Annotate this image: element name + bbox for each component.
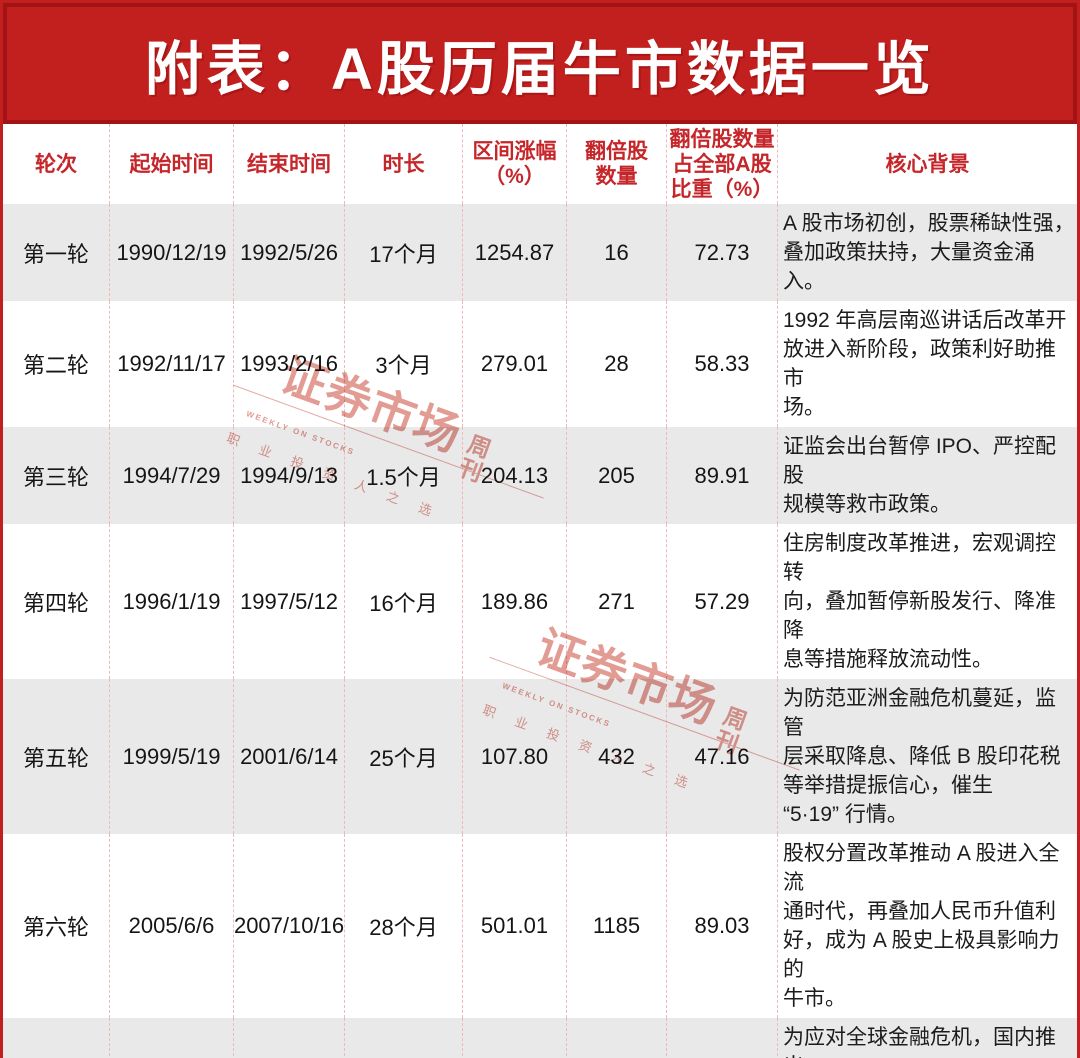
cell-double-count: 205	[566, 427, 666, 524]
cell-double-count: 1185	[566, 834, 666, 1018]
cell-end: 2001/6/14	[233, 679, 344, 834]
cell-round: 第二轮	[22, 353, 89, 378]
col-header-double-ratio: 翻倍股数量 占全部A股 比重（%）	[666, 124, 777, 204]
cell-gain: 107.80	[462, 679, 566, 834]
cell-end: 2009/8/4	[233, 1018, 344, 1058]
cell-background: 股权分置改革推动 A 股进入全流 通时代，再叠加人民币升值利 好，成为 A 股史…	[777, 834, 1077, 1018]
cell-duration: 16个月	[344, 524, 462, 679]
col-header-start: 起始时间	[109, 124, 233, 204]
col-header-duration: 时长	[344, 124, 462, 204]
cell-end: 1997/5/12	[233, 524, 344, 679]
cell-double-ratio: 89.03	[666, 834, 777, 1018]
table-row-3: 第三轮 1994/7/29 1994/9/13 1.5个月 204.13 205…	[3, 427, 1077, 524]
cell-duration: 9个月	[344, 1018, 462, 1058]
cell-double-count: 271	[566, 524, 666, 679]
col-header-round: 轮次	[35, 152, 77, 176]
page-title: 附表：A股历届牛市数据一览	[145, 36, 935, 102]
cell-start: 2008/10/28	[109, 1018, 233, 1058]
cell-background: A 股市场初创，股票稀缺性强， 叠加政策扶持，大量资金涌入。	[777, 204, 1077, 301]
col-header-double-count: 翻倍股 数量	[566, 124, 666, 204]
cell-round: 第一轮	[22, 241, 89, 267]
cell-gain: 1254.87	[462, 204, 566, 301]
table-row-7: 第七轮 2008/10/28 2009/8/4 9个月 95.93 1141 7…	[3, 1018, 1077, 1058]
cell-double-count: 28	[566, 301, 666, 427]
table-row-1: 第一轮 1990/12/19 1992/5/26 17个月 1254.87 16…	[3, 204, 1077, 301]
cell-double-ratio: 72.73	[666, 204, 777, 301]
col-header-gain: 区间涨幅 （%）	[462, 124, 566, 204]
table-row-6: 第六轮 2005/6/6 2007/10/16 28个月 501.01 1185…	[3, 834, 1077, 1018]
cell-end: 1993/2/16	[233, 301, 344, 427]
cell-start: 1996/1/19	[109, 524, 233, 679]
cell-duration: 1.5个月	[344, 427, 462, 524]
cell-round: 第四轮	[22, 590, 89, 616]
cell-gain: 501.01	[462, 834, 566, 1018]
cell-start: 1994/7/29	[109, 427, 233, 524]
cell-gain: 204.13	[462, 427, 566, 524]
cell-start: 1992/11/17	[109, 301, 233, 427]
cell-background: 证监会出台暂停 IPO、严控配股 规模等救市政策。	[777, 427, 1077, 524]
table-row-2: 第二轮 1992/11/17 1993/2/16 3个月 279.01 28 5…	[3, 301, 1077, 427]
cell-gain: 189.86	[462, 524, 566, 679]
cell-duration: 3个月	[344, 301, 462, 427]
cell-double-ratio: 79.02	[666, 1018, 777, 1058]
title-banner: 附表：A股历届牛市数据一览	[3, 3, 1077, 124]
cell-gain: 95.93	[462, 1018, 566, 1058]
cell-start: 1999/5/19	[109, 679, 233, 834]
cell-double-count: 432	[566, 679, 666, 834]
col-header-background: 核心背景	[777, 124, 1077, 204]
table-row-5: 第五轮 1999/5/19 2001/6/14 25个月 107.80 432 …	[3, 679, 1077, 834]
table-row-4: 第四轮 1996/1/19 1997/5/12 16个月 189.86 271 …	[3, 524, 1077, 679]
cell-duration: 17个月	[344, 204, 462, 301]
cell-start: 2005/6/6	[109, 834, 233, 1018]
cell-duration: 25个月	[344, 679, 462, 834]
cell-background: 为防范亚洲金融危机蔓延，监管 层采取降息、降低 B 股印花税 等举措提振信心，催…	[777, 679, 1077, 834]
table-header-row: 轮次 起始时间 结束时间 时长 区间涨幅 （%） 翻倍股 数量 翻倍股数量 占全…	[3, 124, 1077, 204]
cell-end: 2007/10/16	[233, 834, 344, 1018]
cell-gain: 279.01	[462, 301, 566, 427]
cell-round: 第三轮	[22, 464, 89, 490]
cell-end: 1994/9/13	[233, 427, 344, 524]
cell-background: 住房制度改革推进，宏观调控转 向，叠加暂停新股发行、降准降 息等措施释放流动性。	[777, 524, 1077, 679]
cell-round: 第五轮	[22, 745, 89, 771]
cell-double-count: 1141	[566, 1018, 666, 1058]
bull-market-table: 轮次 起始时间 结束时间 时长 区间涨幅 （%） 翻倍股 数量 翻倍股数量 占全…	[3, 124, 1077, 1058]
cell-double-ratio: 57.29	[666, 524, 777, 679]
cell-start: 1990/12/19	[109, 204, 233, 301]
cell-double-count: 16	[566, 204, 666, 301]
cell-double-ratio: 58.33	[666, 301, 777, 427]
cell-background: 为应对全球金融危机，国内推出 四万亿刺激计划，同时搭配降息 降准、印花税单边征收…	[777, 1018, 1077, 1058]
cell-round: 第六轮	[22, 915, 89, 940]
cell-background: 1992 年高层南巡讲话后改革开 放进入新阶段，政策利好助推市 场。	[777, 301, 1077, 427]
cell-round: 第七轮	[3, 1018, 109, 1058]
cell-duration: 28个月	[344, 834, 462, 1018]
cell-end: 1992/5/26	[233, 204, 344, 301]
cell-double-ratio: 47.16	[666, 679, 777, 834]
cell-double-ratio: 89.91	[666, 427, 777, 524]
col-header-end: 结束时间	[233, 124, 344, 204]
